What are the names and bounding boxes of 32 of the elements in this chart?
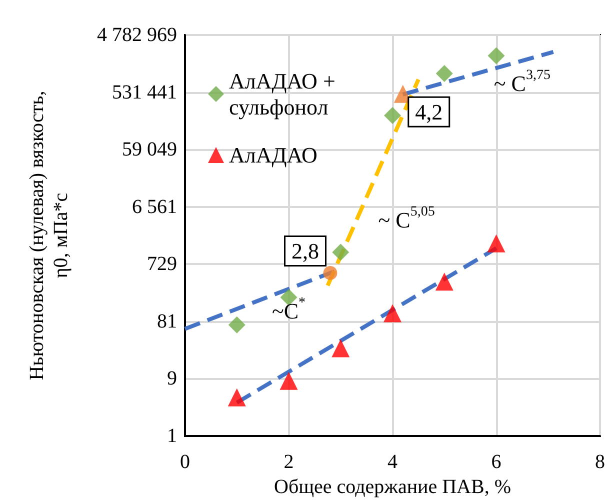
x-tick-label: 6 — [491, 451, 502, 473]
y-tick-label: 81 — [157, 310, 177, 332]
annotation: ~C* — [272, 296, 306, 324]
y-tick-label: 729 — [147, 253, 177, 276]
y-tick-label: 4 782 969 — [97, 24, 177, 46]
y-tick-label: 1 — [167, 425, 177, 447]
point — [280, 372, 298, 390]
point — [332, 244, 350, 261]
legend-label: АлАДАО + сульфонол — [229, 68, 336, 120]
point — [384, 107, 401, 124]
annotation: 4,2 — [415, 99, 443, 124]
point — [228, 388, 246, 406]
x-tick-label: 2 — [284, 451, 294, 473]
annotation: 2,8 — [292, 238, 319, 264]
point — [487, 234, 506, 252]
point — [228, 316, 246, 334]
y-tick-label: 9 — [167, 368, 177, 390]
point — [384, 304, 402, 322]
x-tick-label: 8 — [595, 451, 605, 473]
x-axis-title: Общее содержание ПАВ, % — [274, 476, 511, 498]
point — [488, 47, 505, 64]
point — [435, 272, 454, 291]
y-axis-title: Ньютоновская (нулевая) вязкость, η0, мПа*с — [26, 90, 72, 380]
x-tick-label: 4 — [388, 451, 398, 473]
point — [332, 339, 350, 358]
point — [323, 266, 338, 280]
x-tick-label: 0 — [180, 451, 190, 473]
y-tick-label: 59 049 — [122, 138, 177, 161]
y-tick-label: 531 441 — [112, 81, 177, 104]
point — [436, 65, 453, 82]
y-tick-label: 6 561 — [132, 196, 177, 218]
legend-label: АлАДАО — [229, 142, 318, 168]
